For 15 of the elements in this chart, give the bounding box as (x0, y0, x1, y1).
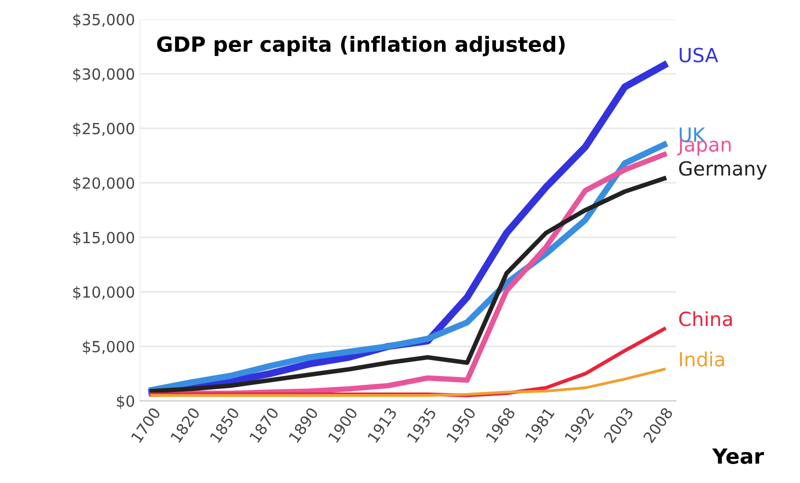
line-series (150, 368, 666, 397)
series-label: USA (680, 48, 718, 62)
y-tick-label: $10,000 (73, 286, 134, 300)
series-label: Germany (679, 161, 767, 180)
y-tick-label: $15,000 (73, 232, 134, 246)
y-tick-label: $5,000 (82, 340, 134, 354)
series-label: India (680, 352, 724, 367)
x-axis-title: Year (712, 448, 764, 464)
y-tick-label: $35,000 (73, 14, 134, 28)
y-tick-label: $20,000 (73, 177, 134, 191)
y-tick-label: $0 (116, 395, 134, 409)
series-label: China (679, 311, 732, 326)
text: GDP per capita (inflation adjusted) (157, 36, 565, 56)
y-tick-label: $30,000 (73, 68, 134, 82)
y-tick-label: $25,000 (73, 122, 134, 136)
